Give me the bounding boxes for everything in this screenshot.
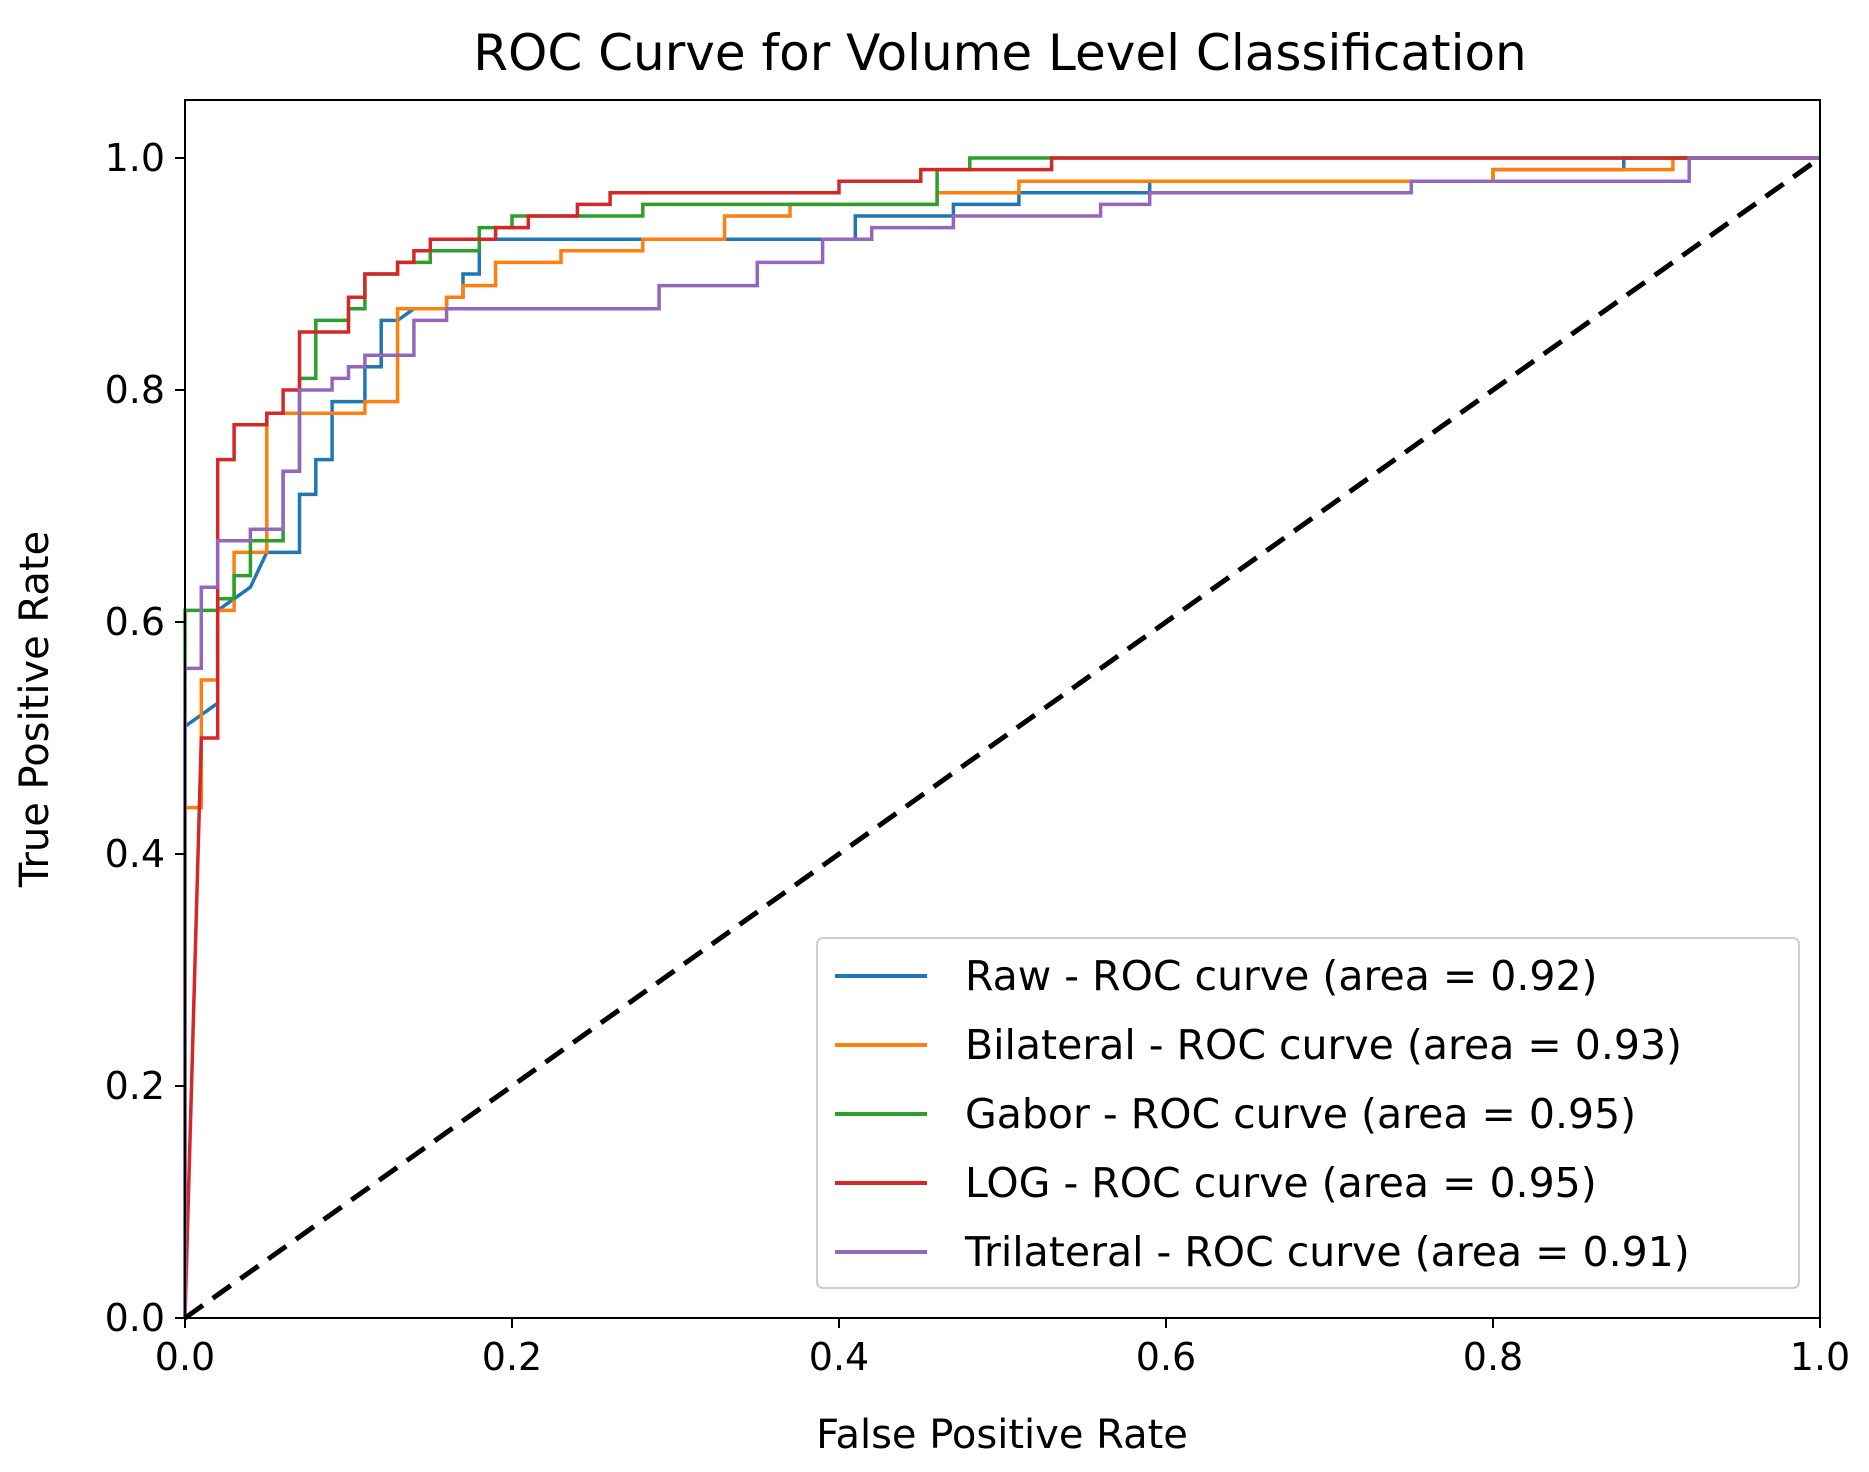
- x-axis: 0.0 0.2 0.4 0.6 0.8 1.0: [155, 1318, 1850, 1379]
- y-tick-label: 0.4: [105, 832, 165, 876]
- y-tick-label: 0.2: [105, 1064, 165, 1108]
- chart-title: ROC Curve for Volume Level Classificatio…: [473, 24, 1527, 82]
- roc-series-line-5: [183, 156, 1820, 1318]
- plot-frame: [184, 99, 1821, 1319]
- x-tick-label: 0.6: [1136, 1335, 1196, 1379]
- curves-layer: [183, 155, 1822, 1321]
- legend-label-1: Raw - ROC curve (area = 0.92): [965, 952, 1598, 1000]
- legend-label-2: Bilateral - ROC curve (area = 0.93): [965, 1021, 1682, 1069]
- legend-label-3: Gabor - ROC curve (area = 0.95): [965, 1090, 1636, 1138]
- legend-label-4: LOG - ROC curve (area = 0.95): [965, 1159, 1597, 1207]
- y-tick-label: 1.0: [105, 136, 165, 180]
- x-axis-title: False Positive Rate: [816, 1412, 1188, 1458]
- x-tick-label: 0.0: [155, 1335, 215, 1379]
- y-axis-title: True Positive Rate: [12, 531, 58, 888]
- y-tick-label: 0.0: [105, 1296, 165, 1340]
- legend-label-5: Trilateral - ROC curve (area = 0.91): [964, 1228, 1690, 1276]
- x-tick-label: 0.4: [809, 1335, 869, 1379]
- x-tick-label: 0.8: [1463, 1335, 1523, 1379]
- y-axis: 0.0 0.2 0.4 0.6 0.8 1.0: [105, 136, 185, 1340]
- legend-box: [816, 937, 1800, 1289]
- roc-series-line-4: [183, 156, 1820, 1319]
- x-tick-label: 0.2: [482, 1335, 542, 1379]
- legend: Raw - ROC curve (area = 0.92) Bilateral -…: [816, 937, 1800, 1289]
- roc-series-line-2: [183, 156, 1820, 1318]
- y-tick-label: 0.8: [105, 368, 165, 412]
- chance-diagonal-line: [183, 155, 1822, 1321]
- x-tick-label: 1.0: [1790, 1335, 1850, 1379]
- y-tick-label: 0.6: [105, 600, 165, 644]
